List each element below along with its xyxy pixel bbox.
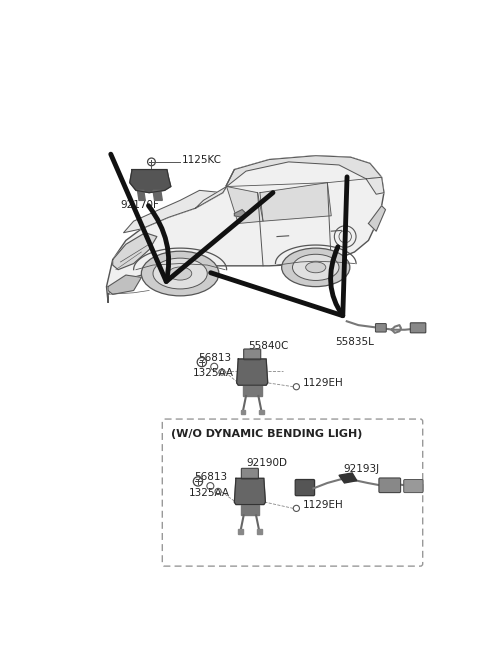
FancyBboxPatch shape [295,480,314,496]
Polygon shape [259,410,264,415]
Polygon shape [369,206,385,231]
Polygon shape [339,473,357,483]
Polygon shape [366,177,384,194]
FancyBboxPatch shape [375,323,386,332]
FancyBboxPatch shape [379,478,401,493]
FancyBboxPatch shape [162,419,423,566]
Polygon shape [234,478,265,504]
Polygon shape [153,190,162,200]
Polygon shape [113,233,157,270]
Polygon shape [223,155,382,193]
Text: 55835L: 55835L [335,337,374,346]
FancyBboxPatch shape [404,480,423,493]
Text: 56813: 56813 [194,472,227,482]
Polygon shape [196,186,227,208]
Polygon shape [130,170,171,193]
Text: 56813: 56813 [198,353,231,363]
Text: 92170F: 92170F [120,200,159,211]
Text: 1125KC: 1125KC [181,155,222,165]
Ellipse shape [168,267,192,280]
Polygon shape [107,155,384,302]
Polygon shape [257,529,262,534]
Text: 92190D: 92190D [246,459,287,468]
Polygon shape [237,359,268,385]
Polygon shape [108,275,142,295]
Text: 1325AA: 1325AA [192,368,234,379]
Ellipse shape [292,255,339,281]
FancyBboxPatch shape [244,349,261,359]
Text: 1129EH: 1129EH [302,378,343,388]
Text: 1129EH: 1129EH [302,499,343,510]
Text: 92193J: 92193J [343,464,379,474]
Polygon shape [243,385,262,396]
Text: 1325AA: 1325AA [189,487,229,498]
Ellipse shape [306,262,326,273]
Polygon shape [238,529,243,534]
Ellipse shape [153,258,207,289]
FancyBboxPatch shape [241,468,258,479]
Text: 55840C: 55840C [248,340,288,350]
Polygon shape [240,504,259,516]
FancyBboxPatch shape [410,323,426,333]
Polygon shape [137,190,145,200]
Polygon shape [260,182,331,221]
Polygon shape [227,186,263,224]
Ellipse shape [282,248,350,287]
Polygon shape [123,190,223,233]
Polygon shape [234,210,246,217]
Text: (W/O DYNAMIC BENDING LIGH): (W/O DYNAMIC BENDING LIGH) [171,429,362,439]
Polygon shape [240,410,245,415]
Ellipse shape [142,251,219,296]
